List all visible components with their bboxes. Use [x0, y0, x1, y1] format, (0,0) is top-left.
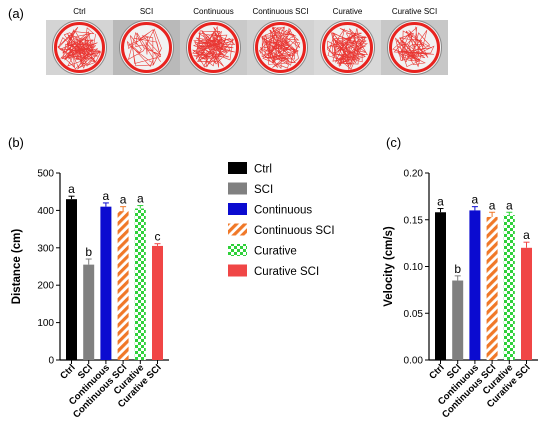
track-label: Continuous SCI	[252, 7, 308, 16]
bar-continuous	[100, 206, 112, 360]
y-axis-title: Distance (cm)	[11, 229, 23, 305]
track-path	[126, 28, 162, 67]
legend-item-continuous: Continuous	[228, 203, 312, 217]
track-path	[326, 28, 369, 71]
legend-swatch	[228, 182, 247, 195]
significance-letter: a	[68, 182, 75, 196]
track-image-curative-sci: Curative SCI	[381, 7, 448, 75]
legend-label: Curative SCI	[254, 266, 319, 278]
legend-label: Continuous SCI	[254, 225, 335, 237]
legend-item-curative-sci: Curative SCI	[228, 264, 319, 278]
significance-letter: a	[489, 198, 496, 212]
bar-continuous-sci	[117, 211, 129, 360]
legend-swatch	[228, 223, 247, 236]
legend-label: SCI	[254, 184, 273, 196]
panel-label-a: (a)	[8, 6, 24, 21]
bar-curative-sci	[521, 247, 532, 360]
track-edge	[389, 22, 440, 73]
legend: Ctrl SCI Continuous Continuous SCI Curative C…	[228, 162, 335, 278]
panel-label-b: (b)	[8, 135, 24, 150]
track-edge	[255, 22, 306, 73]
bar-curative	[134, 208, 146, 360]
track-image-continuous: Continuous	[180, 7, 247, 75]
y-tick-label: 0.00	[404, 356, 424, 367]
y-tick-label: 200	[37, 281, 54, 292]
y-tick-label: 0	[48, 356, 54, 367]
significance-letter: a	[437, 195, 444, 209]
track-path	[392, 26, 435, 68]
track-label: Continuous	[193, 7, 233, 16]
track-label: Curative SCI	[392, 7, 437, 16]
legend-swatch	[228, 244, 247, 256]
legend-item-continuous-sci: Continuous SCI	[228, 223, 335, 237]
y-tick-label: 0.05	[404, 309, 424, 320]
significance-letter: b	[454, 262, 461, 276]
track-label: Curative	[333, 7, 363, 16]
bar-curative	[503, 215, 515, 360]
track-edge	[54, 22, 105, 73]
track-image-curative: Curative	[314, 7, 381, 75]
bar-sci	[83, 264, 95, 360]
bar-sci	[452, 280, 464, 360]
velocity-chart: 0.00 0.05 0.10 0.15 0.20 Velocity (cm/s) a Ctrl…	[383, 169, 538, 421]
y-tick-label: 0.20	[404, 169, 424, 180]
legend-label: Ctrl	[254, 164, 272, 176]
track-path	[192, 25, 236, 68]
y-tick-label: 0.15	[404, 215, 424, 226]
track-label: Ctrl	[73, 7, 86, 16]
y-tick-label: 500	[37, 169, 54, 180]
track-images: Ctrl SCI Continuous Continuous SCI Curative C…	[46, 7, 448, 75]
track-edge	[322, 22, 373, 73]
legend-swatch	[228, 162, 247, 174]
x-tick-label: Ctrl	[427, 362, 446, 381]
track-edge	[121, 22, 172, 73]
significance-letter: a	[137, 192, 144, 206]
panel-label-c: (c)	[386, 135, 401, 150]
legend-item-ctrl: Ctrl	[228, 162, 272, 176]
track-image-continuous-sci: Continuous SCI	[247, 7, 314, 75]
track-path	[258, 26, 301, 70]
y-tick-label: 400	[37, 206, 54, 217]
significance-letter: a	[506, 198, 513, 212]
bar-continuous-sci	[486, 216, 498, 360]
track-image-ctrl: Ctrl	[46, 7, 113, 75]
significance-letter: a	[103, 189, 110, 203]
y-axis-title: Velocity (cm/s)	[383, 226, 395, 307]
significance-letter: b	[85, 245, 92, 259]
legend-label: Continuous	[254, 205, 312, 217]
y-tick-label: 300	[37, 243, 54, 254]
legend-item-sci: SCI	[228, 182, 273, 196]
bar-continuous	[469, 210, 481, 360]
y-tick-label: 100	[37, 318, 54, 329]
legend-item-curative: Curative	[228, 244, 297, 258]
track-edge	[188, 22, 239, 73]
bar-ctrl	[435, 212, 446, 360]
significance-letter: a	[120, 193, 127, 207]
y-tick-label: 0.10	[404, 262, 424, 273]
significance-letter: a	[523, 228, 530, 242]
track-label: SCI	[140, 7, 153, 16]
track-image-sci: SCI	[113, 7, 180, 75]
track-path	[57, 26, 102, 70]
legend-swatch	[228, 264, 247, 277]
significance-letter: a	[472, 193, 479, 207]
bar-curative-sci	[152, 245, 163, 360]
bar-ctrl	[66, 199, 77, 360]
legend-label: Curative	[254, 246, 297, 258]
significance-letter: c	[155, 230, 161, 244]
legend-swatch	[228, 203, 247, 215]
x-tick-label: Ctrl	[58, 362, 77, 381]
